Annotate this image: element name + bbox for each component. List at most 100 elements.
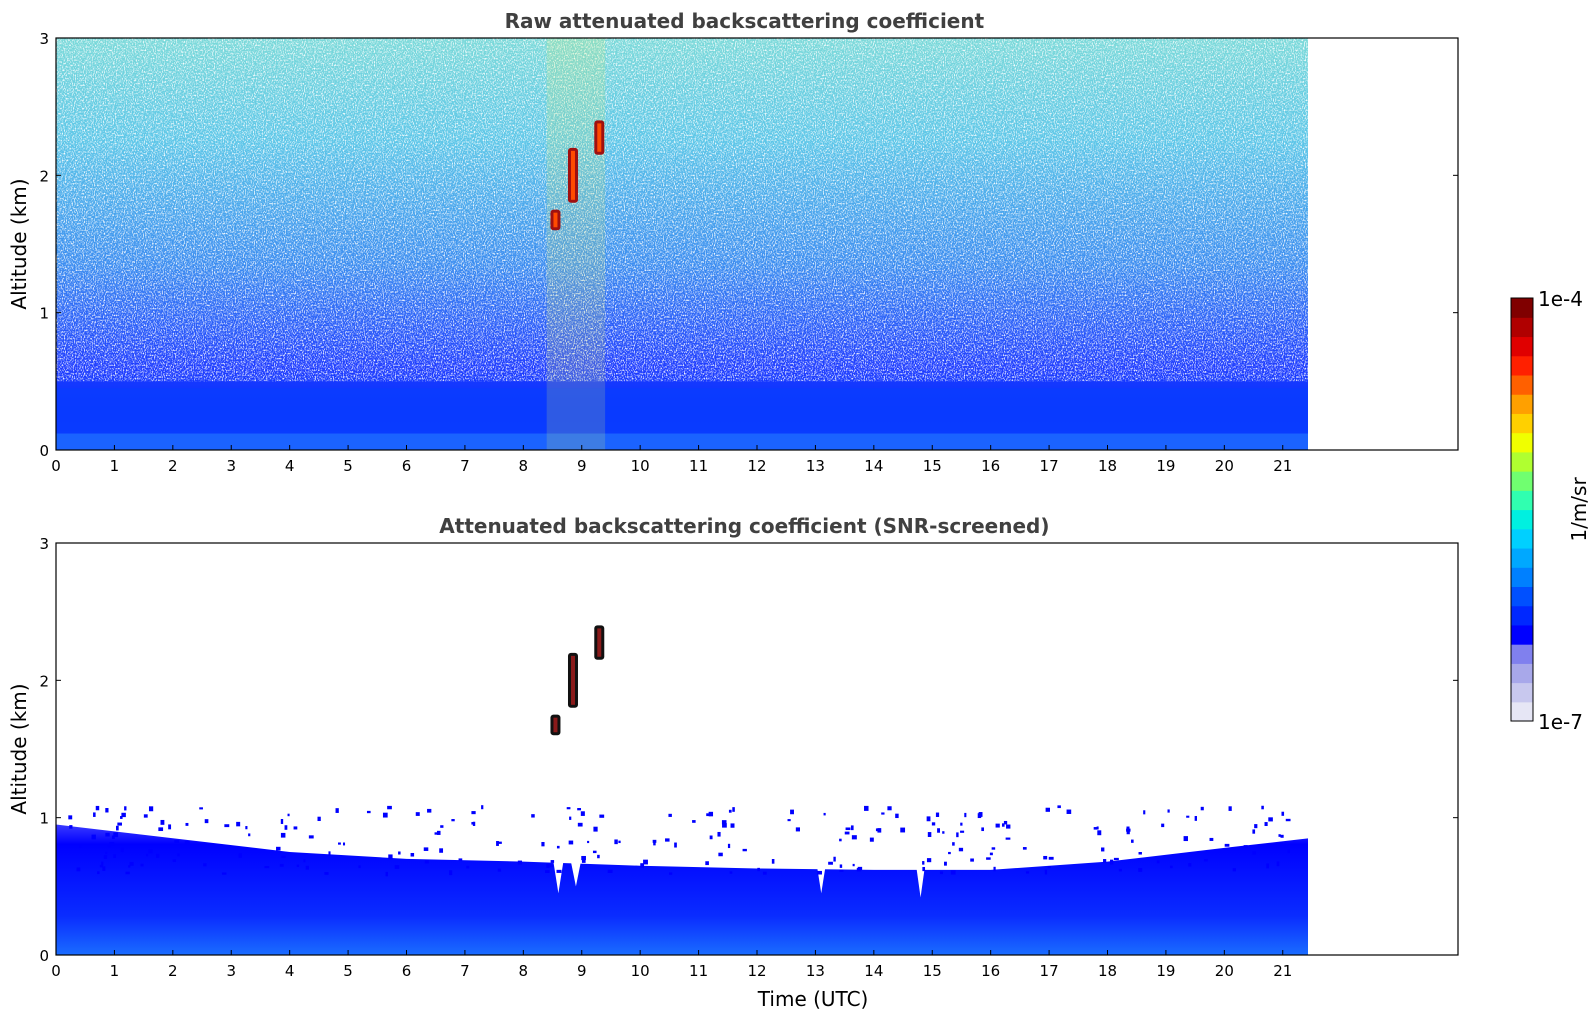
- heatmap-speck: [881, 812, 885, 815]
- colorbar-swatch: [1511, 451, 1533, 472]
- heatmap-speck: [864, 805, 869, 811]
- heatmap-gap: [570, 861, 581, 887]
- heatmap-speck: [434, 832, 439, 835]
- heatmap-speck: [101, 861, 104, 866]
- x-tick-label: 20: [1215, 962, 1234, 980]
- heatmap-speck: [264, 866, 270, 869]
- heatmap-gap: [553, 861, 564, 894]
- heatmap-speck: [986, 857, 991, 860]
- colorbar-swatch: [1511, 528, 1533, 549]
- x-tick-label: 5: [343, 457, 353, 475]
- heatmap-gap: [816, 861, 827, 894]
- heatmap-speck: [129, 861, 134, 866]
- heatmap-surface-layer: [56, 433, 1308, 450]
- heatmap-speck: [790, 809, 794, 815]
- colorbar-max-label: 1e-4: [1538, 287, 1583, 311]
- colorbar-swatch: [1511, 605, 1533, 626]
- heatmap-speck: [199, 807, 203, 810]
- heatmap-speck: [856, 868, 861, 872]
- heatmap-speck: [366, 810, 371, 814]
- heatmap-speck: [248, 833, 251, 837]
- colorbar-swatch: [1511, 394, 1533, 414]
- heatmap-speck: [939, 871, 944, 875]
- heatmap-speck: [109, 842, 115, 846]
- heatmap-speck: [1280, 834, 1284, 838]
- heatmap-speck: [1110, 859, 1114, 865]
- heatmap-speck: [597, 854, 600, 859]
- colorbar-swatch: [1511, 586, 1533, 607]
- heatmap-speck: [960, 822, 963, 826]
- heatmap-speck: [1048, 856, 1054, 860]
- heatmap-speck: [993, 866, 996, 872]
- colorbar-swatch: [1511, 663, 1533, 684]
- heatmap-speck: [128, 865, 131, 868]
- heatmap-image: [56, 38, 1308, 450]
- heatmap-speck: [387, 805, 392, 810]
- heatmap-speck: [121, 812, 126, 818]
- colorbar-frame: [1510, 297, 1534, 722]
- chart-panel-screened: 0 1 2 3 4 5 6 7 8 9 10 11 12 13 14 15 16 17 18 19 20 210123At…: [7, 514, 1459, 1011]
- heatmap-speck: [717, 831, 721, 837]
- heatmap-speck: [1005, 837, 1011, 840]
- heatmap-speck: [995, 823, 1000, 828]
- y-tick-label: 2: [39, 672, 49, 690]
- heatmap-speck: [787, 819, 791, 822]
- heatmap-speck: [1188, 863, 1192, 867]
- heatmap-speck: [424, 860, 429, 864]
- heatmap-speck: [607, 869, 613, 873]
- heatmap-speck: [449, 870, 453, 876]
- heatmap-speck: [497, 868, 502, 872]
- heatmap-speck: [140, 863, 144, 867]
- heatmap-speck: [245, 826, 248, 830]
- y-tick-label: 1: [39, 305, 49, 323]
- colorbar-min-label: 1e-7: [1538, 710, 1583, 734]
- heatmap-speck: [93, 812, 96, 817]
- heatmap-speck: [317, 816, 321, 822]
- x-tick-label: 9: [577, 962, 587, 980]
- x-tick-label: 3: [226, 457, 236, 475]
- heatmap-speck: [556, 845, 560, 849]
- heatmap-speck: [120, 847, 124, 853]
- cloud-feature-core: [553, 212, 558, 228]
- heatmap-speck: [592, 850, 597, 854]
- colorbar-swatch: [1511, 317, 1533, 338]
- heatmap-speck: [1243, 845, 1248, 848]
- heatmap-speck: [68, 815, 73, 820]
- heatmap-speck: [124, 806, 127, 811]
- heatmap-speck: [1057, 805, 1061, 809]
- heatmap-speck: [79, 844, 82, 848]
- heatmap-speck: [1228, 806, 1232, 811]
- heatmap-speck: [593, 826, 598, 832]
- heatmap-speck: [927, 832, 932, 837]
- heatmap-speck: [757, 867, 760, 872]
- x-tick-label: 20: [1215, 457, 1234, 475]
- x-tick-label: 5: [343, 962, 353, 980]
- heatmap-speck: [839, 838, 842, 842]
- x-tick-label: 18: [1098, 962, 1117, 980]
- heatmap-speck: [640, 863, 645, 868]
- heatmap-speck: [587, 840, 590, 844]
- heatmap-speck: [238, 853, 242, 858]
- chart-panel-raw: 0 1 2 3 4 5 6 7 8 9 10 11 12 13 14 15 16 17 18 19 20 210123Ra…: [7, 9, 1459, 475]
- heatmap-speck: [550, 860, 555, 863]
- y-axis-label: Altitude (km): [7, 683, 31, 814]
- heatmap-speck: [184, 841, 190, 844]
- heatmap-speck: [105, 851, 108, 855]
- heatmap-speck: [498, 841, 502, 844]
- heatmap-speck: [221, 872, 227, 875]
- heatmap-speck: [458, 858, 463, 861]
- heatmap-speck: [328, 851, 331, 856]
- heatmap-speck: [1103, 859, 1107, 863]
- heatmap-speck: [1138, 867, 1143, 872]
- heatmap-speck: [1224, 843, 1230, 847]
- heatmap-speck: [728, 809, 732, 813]
- x-tick-label: 14: [864, 962, 883, 980]
- heatmap-speck: [1264, 822, 1268, 827]
- y-axis-label: Altitude (km): [7, 178, 31, 309]
- heatmap-speck: [103, 855, 108, 859]
- heatmap-speck: [1252, 851, 1256, 855]
- heatmap-speck: [850, 825, 854, 831]
- x-tick-label: 16: [981, 457, 1000, 475]
- heatmap-speck: [451, 819, 455, 822]
- heatmap-speck: [91, 834, 96, 840]
